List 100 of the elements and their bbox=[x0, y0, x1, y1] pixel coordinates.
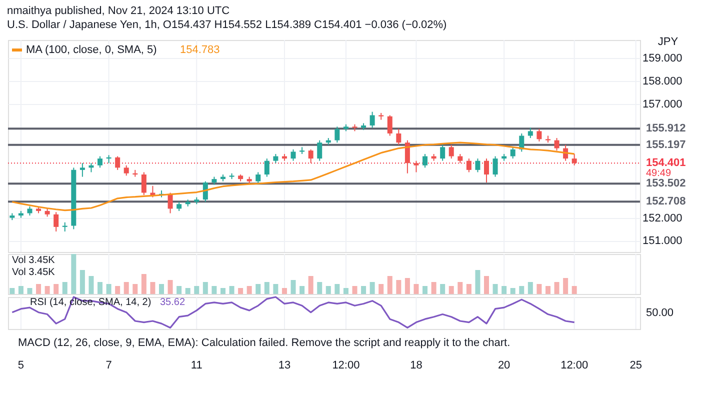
bar bbox=[220, 288, 226, 294]
x-tick-label: 25 bbox=[630, 360, 642, 372]
bar bbox=[62, 282, 68, 294]
chart-title: nmaithya published, Nov 21, 2024 13:10 UTC bbox=[7, 5, 230, 17]
bar bbox=[54, 284, 59, 294]
candlestick bbox=[176, 201, 182, 212]
bar bbox=[431, 282, 436, 294]
bar bbox=[545, 286, 550, 294]
bar bbox=[176, 286, 182, 294]
bar bbox=[115, 286, 120, 294]
bar bbox=[458, 282, 463, 294]
candlestick bbox=[422, 153, 428, 168]
candlestick bbox=[115, 156, 120, 170]
bar bbox=[352, 286, 358, 294]
candlestick bbox=[370, 111, 375, 128]
candlestick bbox=[572, 153, 577, 166]
candlestick bbox=[519, 132, 524, 152]
chart-subtitle: U.S. Dollar / Japanese Yen, 1h, O154.437 H154.552 L154.389 C154.401 −0.036 (−0.02%) bbox=[7, 19, 447, 31]
text: 49:49 bbox=[646, 168, 672, 179]
x-tick-label: 5 bbox=[18, 360, 24, 372]
candlestick bbox=[536, 128, 542, 142]
bar bbox=[246, 286, 252, 294]
candlestick bbox=[475, 158, 480, 173]
candlestick bbox=[387, 114, 392, 136]
bar bbox=[300, 286, 305, 294]
annotation: Vol 3.45K bbox=[12, 255, 56, 266]
ref-line-label: 153.502 bbox=[646, 178, 686, 190]
candlestick bbox=[264, 158, 270, 178]
bar bbox=[212, 286, 217, 294]
ref-line-label: 155.197 bbox=[646, 138, 686, 151]
candlestick bbox=[396, 128, 402, 146]
candlestick bbox=[80, 162, 85, 178]
bar bbox=[308, 276, 314, 294]
bar bbox=[18, 286, 24, 294]
candlestick bbox=[256, 172, 261, 184]
bar bbox=[185, 288, 190, 294]
x-tick-label: 18 bbox=[410, 360, 422, 372]
bar bbox=[44, 286, 50, 294]
bar bbox=[396, 280, 402, 294]
bar bbox=[256, 284, 261, 294]
bar bbox=[326, 286, 331, 294]
x-tick-label: 20 bbox=[498, 360, 510, 372]
x-tick-label: 11 bbox=[190, 360, 202, 372]
candlestick bbox=[554, 138, 560, 152]
candlestick bbox=[27, 206, 32, 216]
bar bbox=[273, 284, 278, 294]
candlestick bbox=[168, 192, 173, 214]
x-tick-label: 12:00 bbox=[560, 360, 588, 372]
y-tick-label: 159.000 bbox=[642, 52, 682, 65]
text: JPY bbox=[658, 36, 679, 48]
bar bbox=[484, 276, 489, 294]
bar bbox=[229, 286, 234, 294]
candlestick bbox=[334, 126, 340, 144]
y-tick-label: 152.000 bbox=[642, 212, 682, 224]
bar bbox=[502, 286, 507, 294]
y-tick-label: 157.000 bbox=[642, 98, 682, 110]
candlestick bbox=[466, 158, 472, 173]
bar bbox=[378, 284, 384, 294]
bar bbox=[264, 282, 270, 294]
candlestick bbox=[141, 172, 146, 196]
bar bbox=[124, 282, 129, 294]
bar bbox=[466, 284, 472, 294]
bar bbox=[422, 286, 428, 294]
bar bbox=[202, 282, 208, 294]
y-tick-label: 158.000 bbox=[642, 76, 682, 88]
bar bbox=[554, 282, 560, 294]
ref-line-label: 155.912 bbox=[646, 122, 686, 135]
candlestick bbox=[528, 127, 533, 139]
bar bbox=[492, 284, 498, 294]
bar bbox=[440, 284, 446, 294]
bar bbox=[343, 288, 348, 294]
bar bbox=[88, 276, 94, 294]
bar bbox=[510, 288, 516, 294]
bar bbox=[132, 284, 138, 294]
annotation: 154.783 bbox=[180, 44, 220, 56]
bar bbox=[536, 284, 542, 294]
bar bbox=[528, 282, 533, 294]
ref-line-label: 154.401 bbox=[646, 157, 686, 170]
bar bbox=[159, 284, 164, 294]
candlestick bbox=[308, 148, 314, 164]
ref-line-label: 152.708 bbox=[646, 196, 686, 208]
candlestick bbox=[414, 160, 419, 173]
x-tick-label: 13 bbox=[278, 360, 291, 372]
candlestick bbox=[290, 148, 296, 162]
legend-label: MA (100, close, 0, SMA, 5) bbox=[26, 44, 157, 56]
bar bbox=[168, 280, 173, 294]
bar bbox=[36, 284, 42, 294]
bar bbox=[475, 270, 480, 294]
bar bbox=[387, 276, 392, 294]
bar bbox=[282, 288, 287, 294]
bar bbox=[141, 274, 146, 294]
bar bbox=[106, 284, 112, 294]
candlestick bbox=[492, 156, 498, 178]
bar bbox=[404, 278, 410, 294]
bar bbox=[290, 280, 296, 294]
bar bbox=[98, 282, 103, 294]
candlestick bbox=[150, 185, 156, 198]
annotation: 35.62 bbox=[160, 297, 186, 308]
text: 50.00 bbox=[646, 307, 674, 319]
annotation: Vol 3.45K bbox=[12, 267, 56, 278]
